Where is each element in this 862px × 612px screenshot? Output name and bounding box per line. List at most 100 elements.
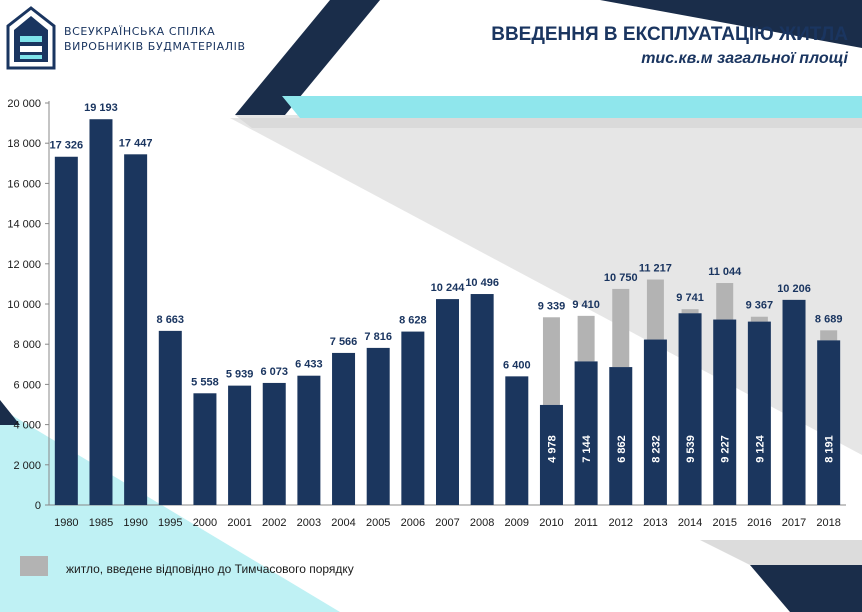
data-label-total: 17 326 xyxy=(49,140,83,152)
y-tick-label: 20 000 xyxy=(7,98,41,110)
bar-segment-temporary-order xyxy=(750,316,768,322)
bar xyxy=(124,154,148,505)
data-label-total: 17 447 xyxy=(119,137,153,149)
data-label-total: 9 741 xyxy=(676,292,704,304)
bar xyxy=(193,393,217,505)
x-tick-label: 2014 xyxy=(678,517,702,529)
x-tick-label: 2006 xyxy=(401,517,425,529)
logo-icon xyxy=(6,6,56,70)
bar xyxy=(228,385,252,505)
x-tick-label: 2001 xyxy=(227,517,251,529)
data-label-total: 11 044 xyxy=(708,266,742,278)
x-tick-label: 2011 xyxy=(574,517,598,529)
data-label-total: 5 939 xyxy=(226,369,254,381)
x-tick-label: 2002 xyxy=(262,517,286,529)
data-label-total: 10 206 xyxy=(777,283,811,295)
x-tick-label: 2017 xyxy=(782,517,806,529)
data-label-total: 8 628 xyxy=(399,315,427,327)
x-tick-label: 2015 xyxy=(712,517,736,529)
bar xyxy=(678,313,702,505)
bar-segment-temporary-order xyxy=(820,330,838,341)
legend-swatch-gray xyxy=(20,556,48,576)
x-tick-label: 2003 xyxy=(297,517,321,529)
bar-segment-temporary-order xyxy=(681,309,699,314)
data-label-inner: 7 144 xyxy=(581,434,593,462)
data-label-total: 6 433 xyxy=(295,359,323,371)
data-label-total: 7 816 xyxy=(364,331,392,343)
y-tick-label: 14 000 xyxy=(7,219,41,231)
bar xyxy=(574,361,598,505)
y-tick-label: 4 000 xyxy=(13,420,41,432)
x-tick-label: 1985 xyxy=(89,517,113,529)
data-label-inner: 8 232 xyxy=(650,435,662,463)
bar xyxy=(539,404,563,505)
bar xyxy=(436,299,459,505)
data-label-total: 6 073 xyxy=(260,366,288,378)
y-tick-label: 18 000 xyxy=(7,138,41,150)
y-tick-label: 10 000 xyxy=(7,299,41,311)
x-tick-label: 2009 xyxy=(505,517,529,529)
bar xyxy=(89,119,113,505)
x-tick-label: 2000 xyxy=(193,517,217,529)
data-label-total: 10 244 xyxy=(431,282,466,294)
y-tick-label: 2 000 xyxy=(13,460,41,472)
chart-title: ВВЕДЕННЯ В ЕКСПЛУАТАЦІЮ ЖИТЛА xyxy=(491,24,848,45)
x-tick-label: 1980 xyxy=(54,517,78,529)
bar xyxy=(643,339,667,505)
data-label-total: 11 217 xyxy=(639,263,672,275)
data-label-inner: 6 862 xyxy=(616,435,628,463)
bar xyxy=(505,376,529,505)
data-label-total: 19 193 xyxy=(84,102,118,114)
bar xyxy=(54,156,78,505)
data-label-total: 7 566 xyxy=(330,336,358,348)
y-tick-label: 0 xyxy=(35,500,41,512)
y-tick-label: 6 000 xyxy=(13,379,41,391)
bar-segment-temporary-order xyxy=(646,279,664,340)
org-line-2: ВИРОБНИКІВ БУДМАТЕРІАЛІВ xyxy=(64,40,246,53)
bar xyxy=(401,331,425,505)
x-tick-label: 2016 xyxy=(747,517,771,529)
org-line-1: ВСЕУКРАЇНСЬКА СПІЛКА xyxy=(64,25,216,38)
x-tick-label: 2013 xyxy=(643,517,667,529)
data-label-total: 5 558 xyxy=(191,376,219,388)
x-tick-label: 2007 xyxy=(435,517,459,529)
x-tick-label: 2004 xyxy=(331,517,355,529)
organization-name: ВСЕУКРАЇНСЬКА СПІЛКА ВИРОБНИКІВ БУДМАТЕР… xyxy=(64,24,246,54)
data-label-inner: 8 191 xyxy=(824,435,836,463)
y-tick-label: 12 000 xyxy=(7,259,41,271)
data-label-inner: 4 978 xyxy=(546,435,558,463)
legend-label: житло, введене відповідно до Тимчасового… xyxy=(66,562,354,576)
bar xyxy=(366,347,390,505)
bar-segment-temporary-order xyxy=(542,317,560,405)
bar xyxy=(747,321,771,505)
bar xyxy=(782,299,806,505)
data-label-total: 6 400 xyxy=(503,359,531,371)
bar xyxy=(297,375,321,505)
bar xyxy=(332,352,356,505)
x-tick-label: 2012 xyxy=(609,517,633,529)
data-label-total: 8 689 xyxy=(815,313,843,325)
bar-segment-temporary-order xyxy=(577,315,595,362)
data-label-total: 9 367 xyxy=(746,300,774,312)
bar-segment-temporary-order xyxy=(716,283,734,320)
x-tick-label: 1990 xyxy=(123,517,147,529)
y-tick-label: 8 000 xyxy=(13,339,41,351)
data-label-total: 9 410 xyxy=(572,299,600,311)
chart-subtitle: тис.кв.м загальної площі xyxy=(641,50,848,67)
bar-segment-temporary-order xyxy=(612,288,630,368)
chart-title-block: ВВЕДЕННЯ В ЕКСПЛУАТАЦІЮ ЖИТЛА тис.кв.м з… xyxy=(491,24,848,68)
bar xyxy=(713,319,737,505)
bar xyxy=(262,382,286,505)
x-tick-label: 2010 xyxy=(539,517,563,529)
data-label-total: 10 496 xyxy=(465,277,499,289)
data-label-total: 10 750 xyxy=(604,272,638,284)
x-tick-label: 2018 xyxy=(816,517,840,529)
data-label-total: 9 339 xyxy=(538,300,566,312)
data-label-total: 8 663 xyxy=(157,314,185,326)
bar xyxy=(158,330,182,505)
bar xyxy=(609,367,633,505)
x-tick-label: 2005 xyxy=(366,517,390,529)
data-label-inner: 9 124 xyxy=(754,434,766,462)
